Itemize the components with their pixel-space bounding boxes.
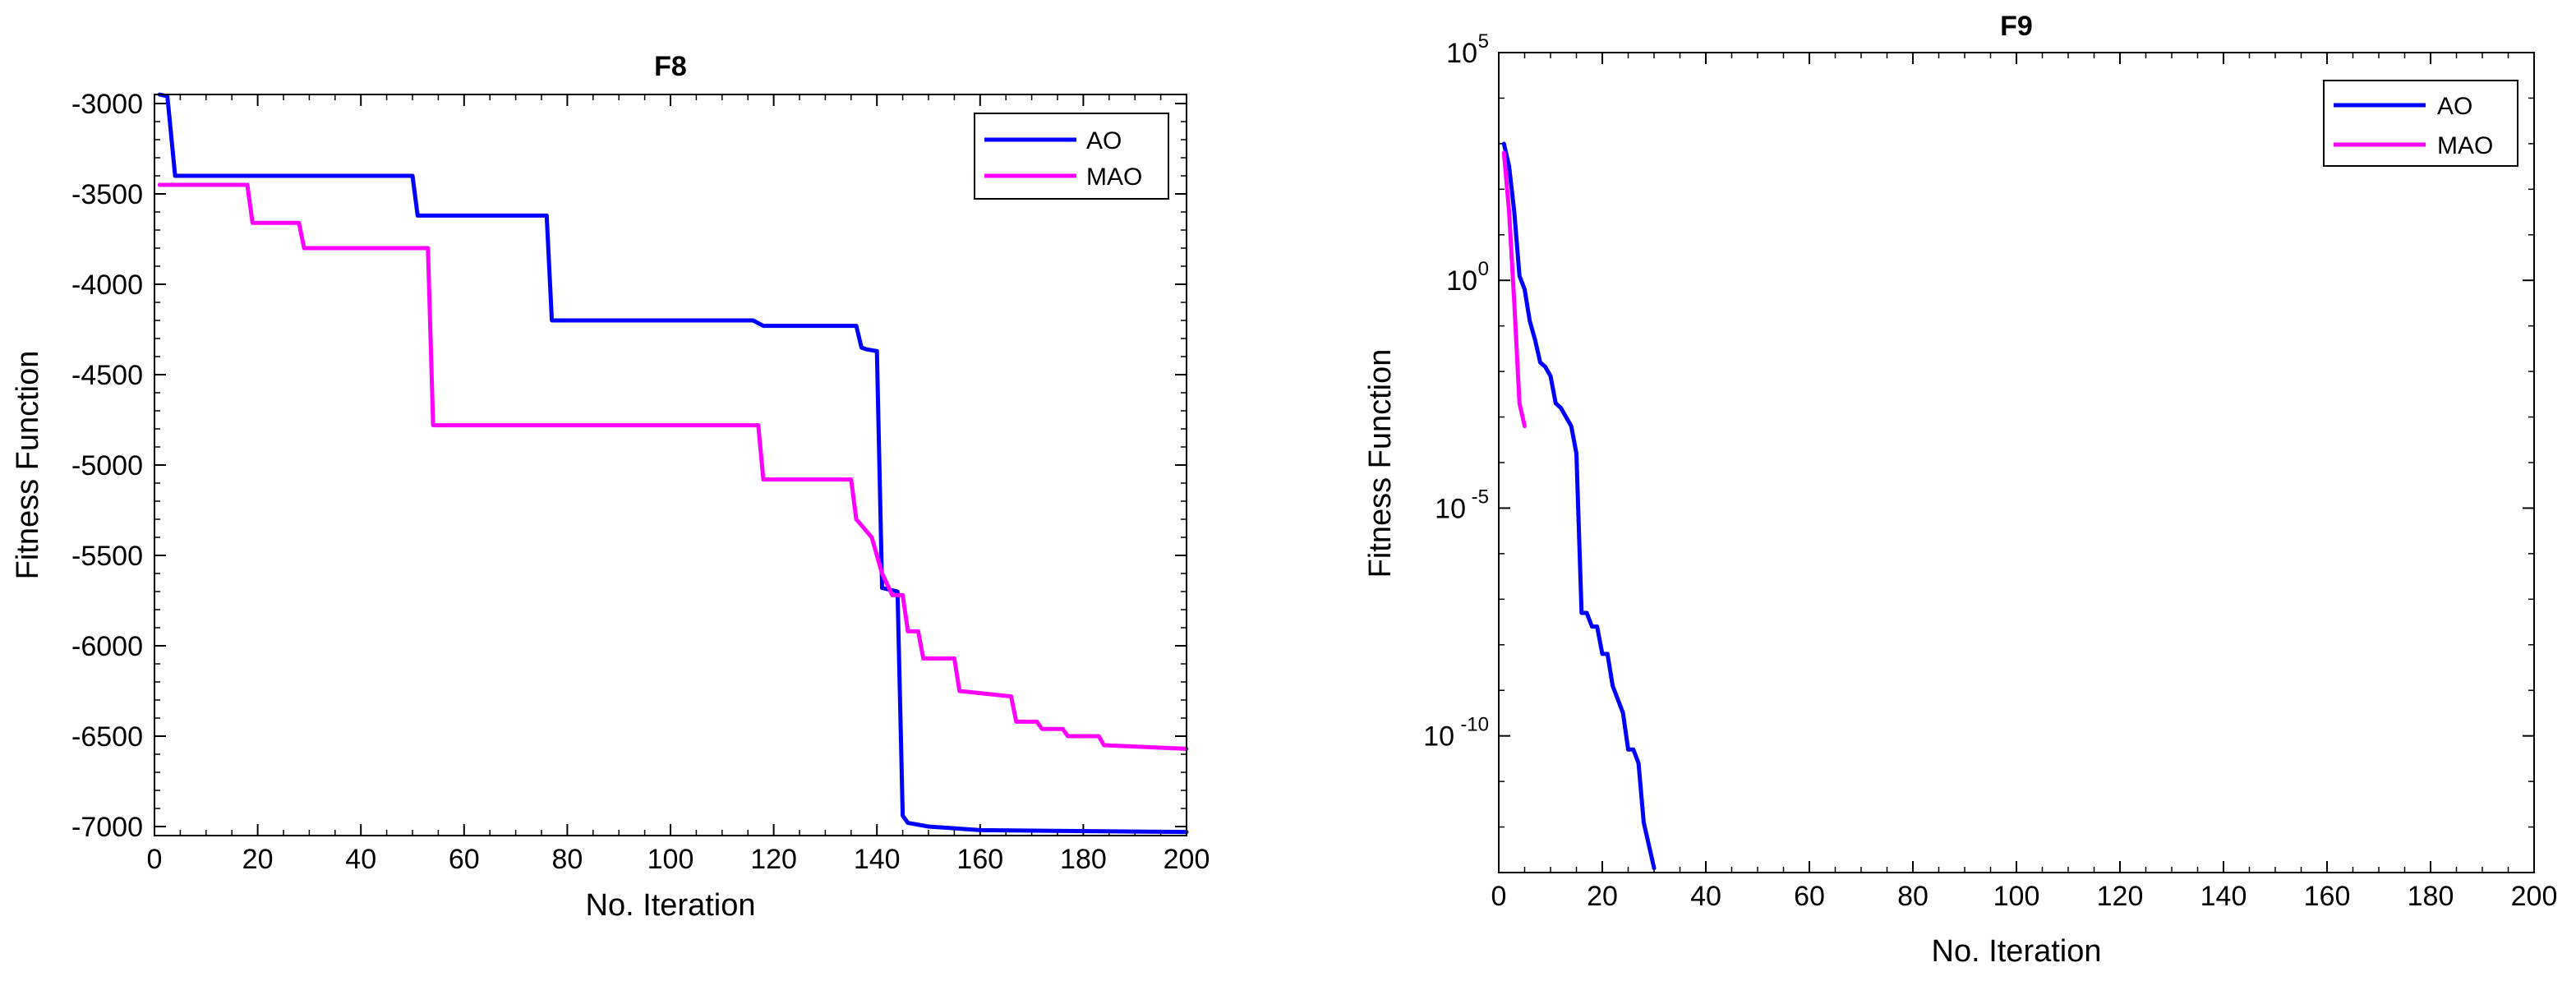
y-tick-base: 10 — [1446, 265, 1477, 297]
legend-label-mao: MAO — [1086, 164, 1142, 191]
x-tick-label: 140 — [2200, 881, 2247, 912]
y-tick-labels: -3000 -3500 -4000 -4500 -5000 -5500 -6000 -6500… — [71, 89, 143, 843]
y-tick-exponent: -5 — [1472, 486, 1489, 508]
y-tick-exponent: 0 — [1478, 258, 1489, 280]
x-tick-label: 140 — [854, 844, 901, 875]
x-tick-labels: 0 20 40 60 80 100 120 140 160 180 200 — [1491, 881, 2558, 912]
y-tick-label: -7000 — [71, 812, 143, 843]
y-tick-label: 510 — [1446, 30, 1489, 69]
x-tick-labels: 0 20 40 60 80 100 120 140 160 180 200 — [147, 844, 1210, 875]
legend-label-ao: AO — [1086, 127, 1122, 154]
x-tick-label: 80 — [551, 844, 583, 875]
plot-area — [1499, 53, 2534, 873]
plot-frame — [1498, 52, 2535, 873]
x-axis-label: No. Iteration — [586, 888, 756, 923]
x-tick-label: 40 — [1690, 881, 1721, 912]
x-tick-label: 20 — [242, 844, 274, 875]
y-tick-label: -4500 — [71, 360, 143, 391]
x-tick-label: 160 — [956, 844, 1003, 875]
chart-title: F9 — [2000, 11, 2033, 42]
series-lines — [1501, 141, 1657, 870]
x-tick-label: 80 — [1897, 881, 1929, 912]
y-tick-base: 10 — [1446, 38, 1477, 69]
tick-marks — [154, 94, 1187, 836]
x-tick-label: 60 — [449, 844, 480, 875]
y-tick-label: -3500 — [71, 179, 143, 210]
x-axis-label: No. Iteration — [1932, 934, 2102, 969]
x-tick-label: 180 — [2408, 881, 2454, 912]
y-tick-exponent: -10 — [1460, 714, 1489, 736]
x-tick-label: 60 — [1794, 881, 1825, 912]
y-tick-label: -10 10 — [1423, 714, 1489, 753]
y-tick-base: 10 — [1423, 721, 1454, 753]
plot-area — [154, 94, 1187, 836]
y-tick-label: -5500 — [71, 541, 143, 572]
x-tick-label: 0 — [147, 844, 163, 875]
chart-f8: F8 -3000 -3500 -4000 -4500 -5000 -5500 -6000 -6… — [11, 51, 1210, 923]
y-tick-label: 010 — [1446, 258, 1489, 297]
y-tick-label: -6000 — [71, 631, 143, 662]
y-axis-label: Fitness Function — [11, 351, 45, 580]
y-tick-exponent: 5 — [1478, 30, 1489, 53]
x-tick-label: 40 — [345, 844, 376, 875]
chart-title: F8 — [654, 51, 687, 82]
legend: AO MAO — [974, 113, 1169, 200]
x-tick-label: 180 — [1060, 844, 1107, 875]
y-tick-label: -5000 — [71, 450, 143, 481]
x-tick-label: 160 — [2304, 881, 2351, 912]
legend: AO MAO — [2323, 80, 2518, 167]
x-tick-label: 120 — [2097, 881, 2144, 912]
y-tick-label: -3000 — [71, 89, 143, 120]
legend-label-mao: MAO — [2437, 132, 2493, 159]
series-line-mao — [1501, 150, 1527, 429]
y-tick-base: 10 — [1435, 493, 1466, 524]
tick-marks — [1498, 52, 2535, 873]
series-lines — [157, 92, 1189, 835]
x-tick-label: 120 — [750, 844, 797, 875]
x-tick-label: 20 — [1587, 881, 1618, 912]
x-tick-label: 200 — [1164, 844, 1210, 875]
series-line-ao — [157, 92, 1189, 835]
series-line-ao — [1501, 141, 1657, 870]
y-tick-label: -4000 — [71, 269, 143, 301]
series-line-mao — [157, 182, 1189, 751]
y-tick-label: -6500 — [71, 721, 143, 753]
y-tick-label: -5 10 — [1435, 486, 1489, 524]
x-tick-label: 100 — [1993, 881, 2040, 912]
x-tick-label: 0 — [1491, 881, 1507, 912]
plot-frame — [154, 94, 1187, 836]
legend-label-ao: AO — [2437, 93, 2472, 120]
legend-box — [2323, 80, 2518, 167]
legend-box — [974, 113, 1169, 200]
y-axis-label: Fitness Function — [1363, 349, 1398, 578]
x-tick-label: 200 — [2511, 881, 2558, 912]
x-tick-label: 100 — [647, 844, 694, 875]
